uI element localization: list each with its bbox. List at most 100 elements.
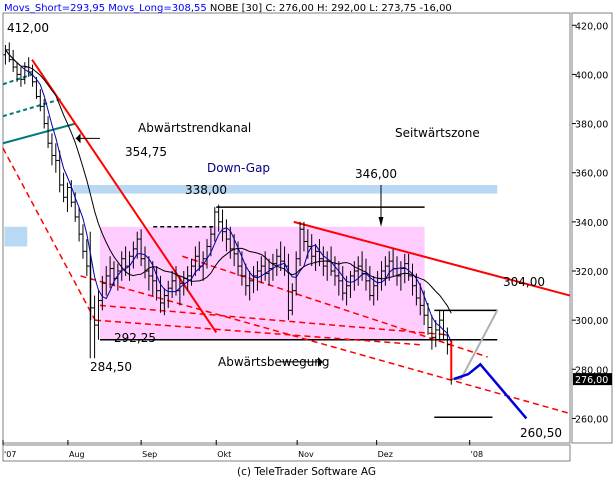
price-bar: [96, 290, 101, 340]
price-bar: [7, 42, 12, 63]
price-bar: [387, 251, 392, 281]
arrow-head-trendkanal: [75, 133, 81, 144]
price-bar: [398, 261, 403, 291]
price-bar: [274, 248, 279, 276]
price-bar: [251, 266, 256, 294]
y-axis-tick-label: 400,00: [575, 70, 608, 81]
price-bar: [437, 310, 442, 340]
upper-channel-line: [293, 220, 571, 297]
x-axis-tick-label: Okt: [217, 450, 231, 459]
price-bar: [367, 266, 372, 301]
price-bar: [38, 89, 43, 112]
price-bar: [42, 99, 47, 129]
y-axis-tick-label: 320,00: [575, 267, 608, 278]
price-bar: [278, 241, 283, 271]
price-bar: [49, 133, 54, 166]
price-bar: [177, 275, 182, 306]
label-abwaertsbewegung: Abwärtsbewegung: [218, 355, 330, 369]
header-rest: NOBE [30] C: 276,00 H: 292,00 L: 273,75 …: [209, 3, 452, 14]
price-bar: [77, 207, 82, 242]
price-bar: [166, 280, 171, 308]
price-bar: [402, 253, 407, 284]
label-down-gap: Down-Gap: [207, 161, 270, 175]
price-bar: [348, 271, 353, 299]
price-bar: [360, 251, 365, 281]
x-axis-panel: [2, 444, 571, 462]
header-long-label: Movs_Long=308,55: [108, 3, 207, 14]
x-axis-tick-label: Dez: [378, 450, 393, 459]
long-moving-average-line: [5, 49, 452, 314]
price-bar: [255, 261, 260, 291]
price-bar: [80, 224, 85, 259]
channel-upper-dashed: [2, 147, 96, 321]
price-bar: [53, 143, 58, 173]
price-label-304: 304,00: [503, 275, 545, 289]
label-abwaertstrendkanal: Abwärtstrendkanal: [138, 121, 251, 135]
price-bar: [340, 266, 345, 301]
price-bar: [69, 180, 74, 208]
down-gap-zone: [73, 185, 498, 194]
price-bar: [88, 256, 93, 321]
y-axis-tick-label: 340,00: [575, 218, 608, 229]
price-bar: [224, 219, 229, 252]
price-bar: [247, 271, 252, 301]
x-axis-tick-label: Nov: [298, 450, 314, 459]
channel-bottom-dashed: [80, 275, 571, 415]
y-axis-tick-label: 300,00: [575, 316, 608, 327]
sideways-lower-dashed: [99, 304, 449, 336]
y-axis-tick-label: 280,00: [575, 365, 608, 376]
price-label-292: 292,25: [114, 331, 156, 345]
price-bar: [301, 221, 306, 252]
price-bar: [298, 221, 303, 267]
x-axis-tick-label: Sep: [142, 450, 157, 459]
projection-down-line: [453, 362, 528, 420]
price-bar: [433, 320, 438, 348]
price-label-338: 338,00: [185, 183, 227, 197]
price-label-346: 346,00: [355, 167, 397, 181]
arrow-head-bewegung: [318, 357, 323, 367]
header-short-label: Movs_Short=293,95: [4, 3, 106, 14]
price-bar: [57, 150, 62, 193]
chart-header: Movs_Short=293,95 Movs_Long=308,55 NOBE …: [4, 3, 452, 14]
price-bar: [356, 256, 361, 286]
price-label-260: 260,50: [520, 426, 562, 440]
price-bar: [100, 275, 105, 311]
price-bar: [154, 266, 159, 301]
price-bar: [131, 241, 136, 269]
price-bar: [220, 209, 225, 242]
price-bar: [336, 261, 341, 296]
price-bar: [158, 275, 163, 313]
price-bar: [406, 253, 411, 281]
price-bar: [84, 239, 89, 276]
price-bar: [441, 310, 446, 340]
price-bar: [383, 256, 388, 286]
price-bar: [34, 76, 39, 99]
label-seitwaertszone: Seitwärtszone: [395, 126, 480, 140]
price-bar: [352, 261, 357, 291]
arrow-head-seitwaerts: [378, 216, 384, 227]
price-bar: [429, 315, 434, 350]
price-bar: [216, 204, 221, 232]
y-axis-panel: [571, 12, 613, 444]
copyright-footer: (c) TeleTrader Software AG: [237, 466, 376, 478]
price-bar: [212, 207, 217, 242]
downtrend-line: [31, 59, 218, 333]
price-bar: [46, 116, 51, 149]
teal-dashed-line-2: [2, 98, 62, 118]
price-bar: [11, 49, 16, 72]
price-bar: [286, 253, 291, 321]
price-bar: [418, 283, 423, 316]
price-bar: [445, 327, 450, 355]
price-bar: [108, 256, 113, 289]
x-axis-tick-label: '08: [471, 450, 483, 459]
price-bar: [290, 283, 295, 316]
price-bar: [410, 263, 415, 296]
price-bar: [197, 241, 202, 271]
x-axis-tick-label: Aug: [69, 450, 85, 459]
price-bar: [259, 256, 264, 284]
price-bar: [426, 302, 431, 335]
y-axis-tick-label: 380,00: [575, 120, 608, 131]
price-bar: [267, 258, 272, 286]
teal-solid-line: [2, 122, 76, 145]
